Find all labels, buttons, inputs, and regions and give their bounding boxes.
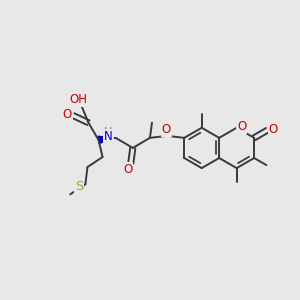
Text: O: O <box>123 163 132 176</box>
Text: O: O <box>62 108 72 121</box>
Text: N: N <box>104 130 113 143</box>
Text: H: H <box>104 127 112 136</box>
Text: OH: OH <box>69 93 87 106</box>
Text: O: O <box>269 123 278 136</box>
Text: S: S <box>75 180 83 193</box>
Text: O: O <box>161 123 171 136</box>
Polygon shape <box>98 136 116 143</box>
Text: O: O <box>237 120 247 133</box>
